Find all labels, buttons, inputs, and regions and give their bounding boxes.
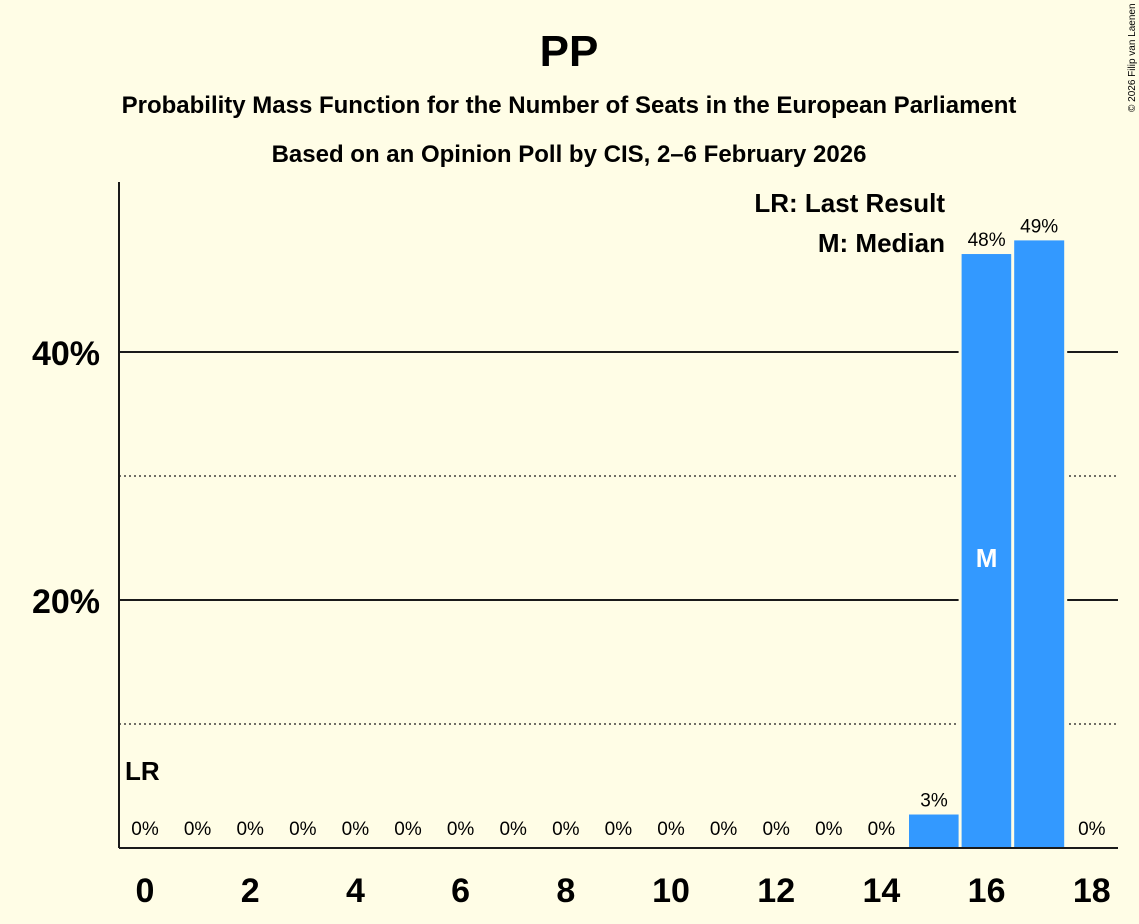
bar-value-label: 0%	[657, 819, 685, 840]
bar-value-label: 0%	[552, 819, 580, 840]
legend-last-result: LR: Last Result	[754, 188, 945, 218]
bar-value-label: 0%	[605, 819, 633, 840]
bar-value-label: 3%	[920, 791, 948, 812]
bar-value-label: 0%	[394, 819, 422, 840]
bar-value-label: 0%	[1078, 819, 1106, 840]
x-tick-label: 16	[968, 872, 1006, 910]
x-tick-label: 4	[346, 872, 365, 910]
bar-value-label: 0%	[289, 819, 317, 840]
x-tick-label: 6	[451, 872, 470, 910]
bar-value-label: 0%	[342, 819, 370, 840]
x-tick-label: 12	[757, 872, 795, 910]
bar-value-label: 0%	[131, 819, 159, 840]
bar-value-label: 0%	[447, 819, 475, 840]
bar-16	[961, 254, 1012, 849]
copyright: © 2026 Filip van Laenen	[1127, 3, 1138, 112]
legend-median: M: Median	[818, 228, 945, 258]
x-tick-label: 8	[556, 872, 575, 910]
bar-17	[1014, 240, 1065, 848]
y-tick-label: 20%	[32, 583, 100, 621]
bar-value-label: 0%	[499, 819, 527, 840]
bar-value-label: 48%	[968, 230, 1006, 251]
chart-title: PP	[540, 27, 599, 76]
bar-value-label: 49%	[1020, 216, 1058, 237]
x-tick-label: 2	[241, 872, 260, 910]
y-tick-label: 40%	[32, 335, 100, 373]
x-tick-label: 18	[1073, 872, 1111, 910]
bar-value-label: 0%	[868, 819, 896, 840]
bar-value-label: 0%	[184, 819, 212, 840]
x-tick-label: 14	[862, 872, 900, 910]
bar-value-label: 0%	[236, 819, 264, 840]
chart-subtitle-2: Based on an Opinion Poll by CIS, 2–6 Feb…	[272, 141, 867, 168]
x-tick-label: 0	[136, 872, 155, 910]
bar-15	[909, 814, 959, 848]
bar-value-label: 0%	[815, 819, 843, 840]
bar-value-label: 0%	[710, 819, 738, 840]
bar-value-label: 0%	[762, 819, 790, 840]
x-tick-label: 10	[652, 872, 690, 910]
last-result-marker: LR	[125, 756, 160, 786]
median-marker: M	[976, 543, 998, 573]
chart-subtitle: Probability Mass Function for the Number…	[122, 92, 1017, 119]
